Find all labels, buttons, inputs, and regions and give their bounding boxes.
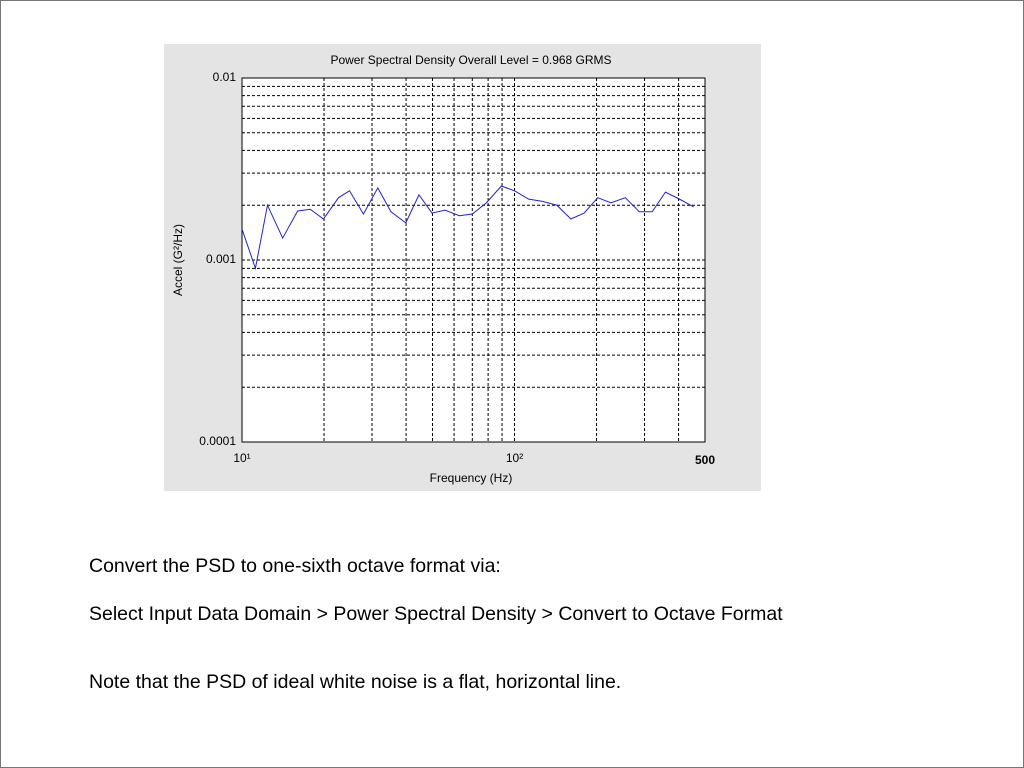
- body-text: Note that the PSD of ideal white noise i…: [89, 671, 622, 693]
- x-tick-label: 10¹: [233, 451, 250, 465]
- x-axis-label: Frequency (Hz): [430, 471, 513, 485]
- plot-border: [241, 77, 706, 443]
- chart-title: Power Spectral Density Overall Level = 0…: [330, 53, 611, 67]
- x-tick-label: 500: [695, 453, 715, 467]
- y-axis-label: Accel (G²/Hz): [171, 224, 185, 296]
- chart: Power Spectral Density Overall Level = 0…: [164, 44, 761, 491]
- data-line: [241, 185, 694, 271]
- x-tick-label: 10²: [506, 451, 523, 465]
- y-tick-label: 0.0001: [199, 434, 236, 448]
- body-text: Select Input Data Domain > Power Spectra…: [89, 603, 783, 625]
- y-tick-label: 0.001: [206, 252, 236, 266]
- body-text: Convert the PSD to one-sixth octave form…: [89, 555, 501, 577]
- y-tick-label: 0.01: [213, 70, 237, 84]
